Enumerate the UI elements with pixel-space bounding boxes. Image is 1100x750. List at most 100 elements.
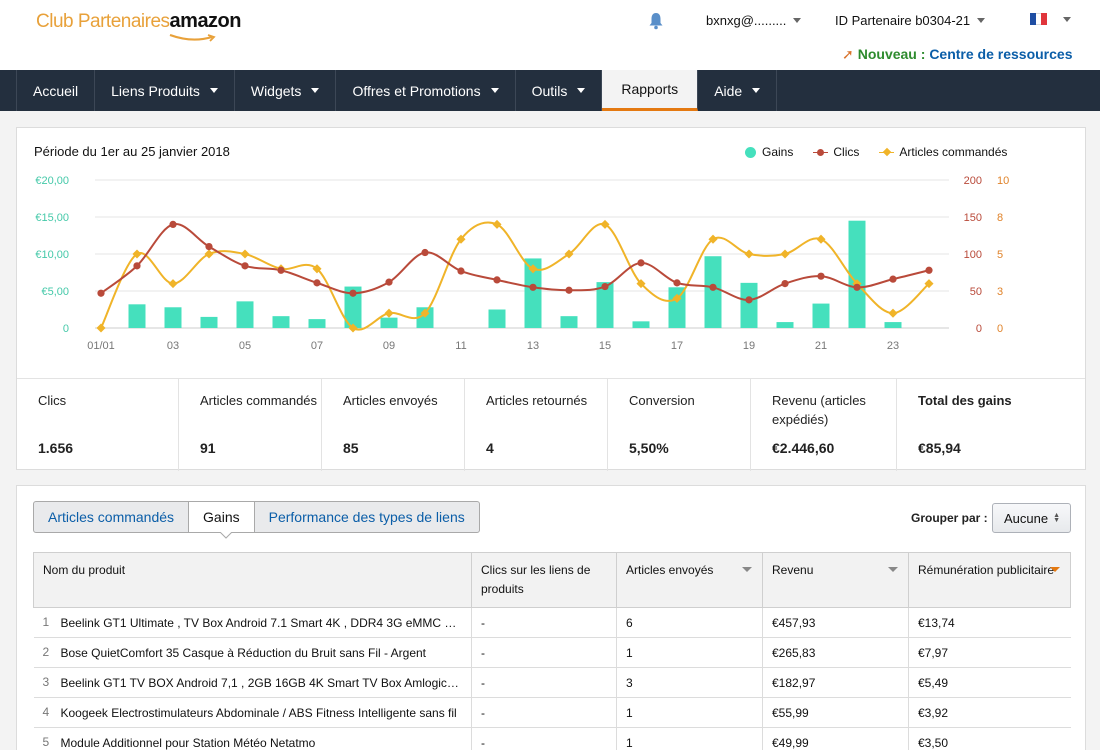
- gains-bar: [740, 282, 758, 328]
- nav-widgets[interactable]: Widgets: [235, 70, 337, 111]
- col-clicks[interactable]: Clics sur les liens de produits: [471, 552, 617, 608]
- top-header: Club Partenairesamazon bxnxg@......... I…: [0, 0, 1100, 70]
- nav-rapports[interactable]: Rapports: [602, 70, 699, 111]
- right-axis-clics-tick: 50: [970, 286, 982, 298]
- clics-line: [100, 223, 930, 301]
- clics-point: [421, 248, 429, 257]
- notification-bell-icon[interactable]: [648, 12, 664, 30]
- nouveau-separator: :: [916, 46, 930, 62]
- cell-clicks: -: [471, 697, 617, 728]
- row-number: 5: [42, 735, 50, 750]
- clics-point: [745, 296, 753, 304]
- partner-id-dropdown[interactable]: ID Partenaire b0304-21: [835, 13, 986, 28]
- gains-bar: [632, 321, 650, 328]
- stat-label: Articles commandés: [200, 393, 318, 408]
- logo-text: Club Partenaires: [36, 11, 170, 32]
- nav-label: Outils: [531, 82, 568, 99]
- earnings-chart: €20,00 200 10€15,00 150 8€10,00 100 5€5,00 50 30…: [35, 175, 1009, 352]
- cell-product: 5 Module Additionnel pour Station Météo N…: [33, 727, 472, 750]
- x-axis-tick: 01/01: [87, 340, 115, 352]
- nav-liens-produits[interactable]: Liens Produits: [95, 70, 235, 111]
- gains-bar: [776, 322, 794, 328]
- nav-offres[interactable]: Offres et Promotions: [336, 70, 516, 111]
- stat-value: 1.656: [38, 440, 74, 456]
- stat-label: Articles envoyés: [343, 393, 438, 408]
- stat-conversion: Conversion 5,50%: [608, 379, 751, 471]
- articles-line-icon: [879, 147, 895, 158]
- legend-gains[interactable]: Gains: [745, 145, 793, 159]
- x-axis-tick: 05: [239, 340, 251, 352]
- left-axis-tick: €20,00: [35, 175, 69, 187]
- chart-legend: Gains Clics Articles commandés: [745, 145, 1007, 159]
- france-flag-icon[interactable]: [1030, 13, 1048, 25]
- legend-articles[interactable]: Articles commandés: [879, 145, 1007, 159]
- articles-point: [744, 249, 754, 259]
- stat-label: Clics: [38, 393, 67, 408]
- language-chevron-icon[interactable]: [1063, 17, 1071, 22]
- nav-accueil[interactable]: Accueil: [16, 70, 96, 111]
- earnings-table: Nom du produit Clics sur les liens de pr…: [33, 552, 1071, 750]
- gains-bar: [308, 319, 326, 328]
- clics-line-icon: [813, 147, 829, 158]
- col-revenue[interactable]: Revenu: [762, 552, 909, 608]
- clics-point: [277, 266, 285, 274]
- period-label: Période du 1er au 25 janvier 2018: [34, 144, 230, 159]
- nav-label: Widgets: [250, 82, 302, 99]
- cell-fee: €13,74: [908, 607, 1071, 638]
- gains-bar: [524, 258, 542, 328]
- stat-total-gains: Total des gains €85,94: [897, 379, 1085, 471]
- logo-brand: amazon: [169, 10, 242, 32]
- clics-point: [601, 282, 609, 291]
- row-number: 2: [42, 645, 50, 660]
- nav-outils[interactable]: Outils: [516, 70, 603, 111]
- col-fee[interactable]: Rémunération publicitaire: [908, 552, 1071, 608]
- x-axis-tick: 23: [887, 340, 899, 352]
- cell-revenue: €457,93: [762, 607, 909, 638]
- chevron-down-icon: [752, 88, 761, 93]
- gains-bar: [704, 256, 722, 328]
- stat-clics: Clics 1.656: [17, 379, 179, 471]
- resource-center-link[interactable]: Centre de ressources: [929, 46, 1073, 62]
- tab-pointer-icon: [220, 532, 232, 539]
- tab-performance-liens[interactable]: Performance des types de liens: [268, 509, 465, 525]
- nav-label: Rapports: [621, 81, 679, 97]
- x-axis-tick: 19: [743, 340, 755, 352]
- account-dropdown[interactable]: bxnxg@.........: [706, 13, 802, 28]
- tab-gains[interactable]: Gains: [189, 502, 255, 532]
- groupby-select[interactable]: Aucune ▲ ▼: [992, 503, 1071, 533]
- cell-fee: €3,92: [908, 697, 1071, 728]
- cell-product: 3 Beelink GT1 TV BOX Android 7,1 , 2GB 16…: [33, 667, 472, 698]
- right-axis-clics-tick: 150: [964, 212, 982, 224]
- stat-label: Articles retournés: [486, 393, 588, 408]
- cell-revenue: €49,99: [762, 727, 909, 750]
- chevron-down-icon: [311, 88, 320, 93]
- clics-point: [457, 267, 465, 275]
- right-axis-articles-tick: 8: [997, 212, 1003, 224]
- updown-arrows-icon: ▲ ▼: [1053, 512, 1060, 524]
- product-name: Module Additionnel pour Station Météo Ne…: [60, 735, 316, 750]
- stat-revenu: Revenu (articles expédiés) €2.446,60: [751, 379, 897, 471]
- clics-point: [781, 280, 789, 288]
- associates-logo[interactable]: Club Partenairesamazon: [36, 10, 242, 33]
- table-row: 1 Beelink GT1 Ultimate , TV Box Android 7…: [33, 607, 1071, 638]
- clics-point: [853, 283, 861, 291]
- cell-clicks: -: [471, 637, 617, 668]
- col-product-name[interactable]: Nom du produit: [33, 552, 472, 608]
- tab-articles-commandes[interactable]: Articles commandés: [34, 502, 190, 532]
- stat-label: Total des gains: [918, 393, 1012, 408]
- chevron-down-icon: [490, 88, 499, 93]
- right-axis-articles-tick: 5: [997, 249, 1003, 261]
- right-axis-clics-tick: 200: [964, 175, 982, 187]
- gains-bar: [164, 307, 182, 328]
- legend-clics[interactable]: Clics: [813, 145, 859, 159]
- cell-revenue: €182,97: [762, 667, 909, 698]
- nav-aide[interactable]: Aide: [698, 70, 778, 111]
- left-axis-tick: 0: [63, 323, 69, 335]
- col-label: Nom du produit: [43, 563, 126, 577]
- left-axis-tick: €10,00: [35, 249, 69, 261]
- col-sent[interactable]: Articles envoyés: [616, 552, 763, 608]
- x-axis-tick: 13: [527, 340, 539, 352]
- sort-desc-icon: [742, 567, 752, 572]
- gains-dot-icon: [745, 146, 756, 158]
- articles-point: [168, 279, 178, 289]
